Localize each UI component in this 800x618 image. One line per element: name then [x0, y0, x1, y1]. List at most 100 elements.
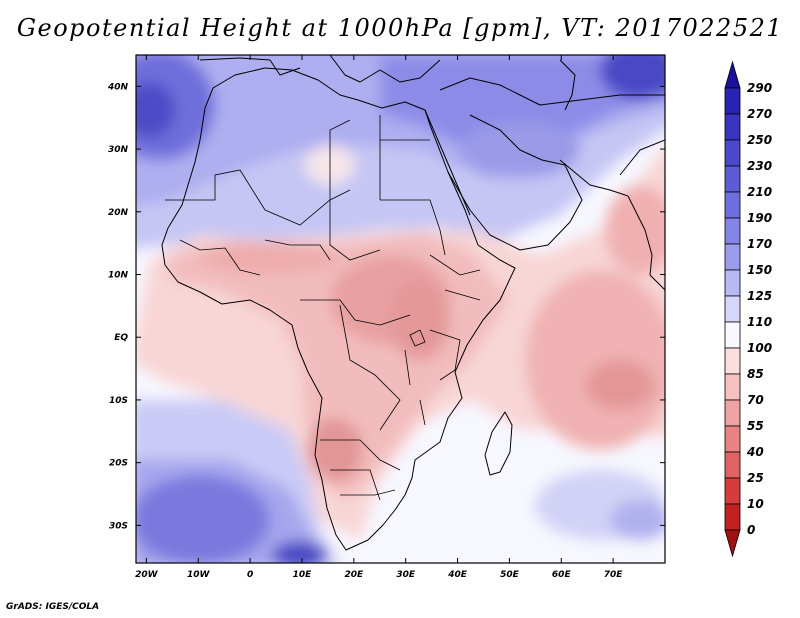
colorbar-swatch	[724, 425, 741, 453]
colorbar-swatch	[724, 503, 741, 531]
colorbar-label: 270	[747, 107, 772, 121]
border-drc	[339, 304, 401, 431]
y-tick-label: 40N	[107, 82, 129, 92]
x-tick-label: 20W	[135, 570, 159, 580]
colorbar-swatch	[724, 399, 741, 427]
x-tick-label: 10W	[187, 570, 211, 580]
border-southafrica	[340, 489, 396, 496]
turkey-coast	[439, 77, 665, 106]
field-south-atlantic-core	[272, 541, 328, 563]
caspian-coast	[559, 59, 576, 111]
field-south-indian-core	[610, 500, 665, 540]
field-south-atlantic-high	[136, 475, 270, 563]
colorbar-label: 250	[747, 133, 772, 147]
colorbar-swatch	[724, 60, 741, 89]
y-tick-label: 10N	[108, 271, 129, 281]
field-rift-low	[390, 280, 450, 360]
chart-title: Geopotential Height at 1000hPa [gpm], VT…	[16, 14, 784, 42]
gulf-coast	[559, 159, 629, 197]
colorbar-label: 25	[747, 471, 764, 485]
y-axis-labels: 40N 30N 20N 10N EQ 10S 20S 30S	[107, 82, 129, 531]
iberia-coast	[199, 57, 301, 76]
colorbar-swatch	[724, 165, 741, 193]
border-ethiopia	[429, 254, 481, 301]
colorbar-label: 40	[746, 445, 764, 459]
x-tick-label: 60E	[552, 570, 572, 580]
field-india-low	[605, 185, 665, 275]
colorbar-labels: 2902702502302101901701501251101008570554…	[746, 81, 772, 537]
colorbar-label: 210	[747, 185, 772, 199]
field-med-high	[380, 55, 665, 170]
border-libya	[329, 115, 381, 200]
colorbar-label: 230	[747, 159, 772, 173]
border-niger-nigeria	[264, 239, 331, 261]
colorbar-swatch	[724, 529, 741, 558]
colorbar-label: 70	[747, 393, 764, 407]
field-indian-ocean-low	[525, 270, 665, 450]
y-tick-label: EQ	[114, 333, 128, 343]
lake-malawi	[419, 399, 426, 426]
x-tick-label: 40E	[447, 570, 468, 580]
border-westafrica	[179, 239, 261, 276]
y-tick-label: 10S	[109, 396, 128, 406]
lake-victoria	[409, 329, 426, 347]
arabia-coast	[447, 114, 583, 251]
border-sudan	[380, 199, 446, 256]
italy-greece-coast	[329, 55, 441, 83]
colorbar-swatch	[724, 347, 741, 375]
y-tick-label: 30S	[109, 521, 128, 531]
field-asia-high	[600, 55, 665, 100]
x-tick-label: 30E	[396, 570, 416, 580]
border-kenya-tanzania	[429, 329, 461, 381]
colorbar-swatch	[724, 295, 741, 323]
coastlines	[161, 55, 665, 551]
field-sahel-low	[200, 242, 340, 274]
india-coast	[619, 139, 665, 291]
field-indian-ocean-low-core	[585, 360, 655, 410]
colorbar-swatch	[724, 139, 741, 167]
colorbar-swatch	[724, 321, 741, 349]
axis-ticks	[136, 55, 665, 563]
africa-coastline	[161, 67, 516, 551]
colorbar-label: 0	[747, 523, 755, 537]
colorbar-label: 125	[747, 289, 772, 303]
border-central	[300, 299, 411, 326]
x-tick-label: 20E	[344, 570, 364, 580]
colorbar-label: 150	[747, 263, 772, 277]
colorbar-label: 290	[747, 81, 772, 95]
colorbar-label: 55	[747, 419, 764, 433]
border-algeria-south	[264, 189, 351, 226]
madagascar	[484, 411, 513, 476]
colorbar-swatch	[724, 243, 741, 271]
y-tick-label: 30N	[108, 145, 129, 155]
x-tick-label: 50E	[500, 570, 520, 580]
x-tick-label: 10E	[293, 570, 313, 580]
y-tick-label: 20N	[108, 208, 129, 218]
border-southern	[320, 439, 401, 501]
border-chad	[329, 200, 381, 261]
colorbar-label: 10	[747, 497, 764, 511]
colorbar-swatch	[724, 477, 741, 505]
lake-tanganyika	[404, 349, 411, 386]
colorbar-swatch	[724, 269, 741, 297]
colorbar-label: 190	[747, 211, 772, 225]
x-tick-label: 0	[247, 570, 253, 580]
colorbar-swatch	[724, 87, 741, 115]
colorbar-swatch	[724, 451, 741, 479]
colorbar-swatch	[724, 113, 741, 141]
colorbar-label: 110	[747, 315, 772, 329]
colorbar-label: 170	[747, 237, 772, 251]
colorbar-label: 100	[747, 341, 772, 355]
red-sea-coast-west	[424, 109, 471, 216]
colorbar-swatch	[724, 373, 741, 401]
border-sahara-west	[165, 169, 266, 211]
field-angola-low	[307, 418, 363, 482]
plot-frame	[135, 54, 666, 564]
x-tick-label: 70E	[604, 570, 624, 580]
field-atlantic-high-n-core	[136, 82, 175, 138]
x-axis-labels: 20W 10W 0 10E 20E 30E 40E 50E 60E 70E	[135, 570, 623, 580]
colorbar	[724, 60, 741, 558]
grads-credit: GrADS: IGES/COLA	[6, 602, 100, 612]
y-tick-label: 20S	[109, 459, 128, 469]
